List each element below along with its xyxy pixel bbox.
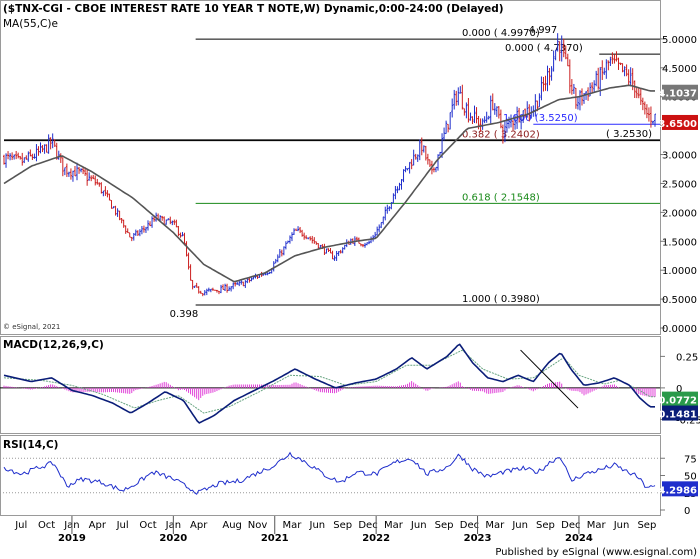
ma-badge [662, 84, 698, 100]
price-tick-label: 1.5000 [662, 237, 697, 248]
x-tick-label: Aug [222, 520, 242, 531]
moving-average-line [3, 84, 655, 283]
rsi-badge [662, 481, 698, 497]
extreme-label: 4.997 [529, 25, 558, 36]
macd-signal-badge [662, 391, 698, 407]
price-tick-label: 3.0000 [662, 151, 697, 162]
x-tick-label: Mar [587, 520, 607, 531]
x-tick-label: Jul [14, 520, 27, 531]
x-tick-label: Sep [536, 520, 555, 531]
price-tick-label: 0.0000 [662, 324, 697, 335]
x-tick-label: Oct [38, 520, 55, 531]
published-by: Published by eSignal (www.esignal.com) [495, 547, 697, 558]
price-tick-label: 4.5000 [662, 64, 697, 75]
chart-title: ($TNX-CGI - CBOE INTEREST RATE 10 YEAR T… [3, 3, 504, 15]
x-tick-label: Mar [485, 520, 505, 531]
year-label: 2023 [464, 533, 492, 544]
rsi-value: 34.2986 [651, 485, 697, 496]
ma-value: 4.1037 [658, 89, 697, 100]
price-tick-label: 2.0000 [662, 208, 697, 219]
x-tick-label: Sep [637, 520, 656, 531]
fib-level-label: 0.000 ( 4.9970) [462, 28, 540, 39]
last-price-value: 3.6500 [658, 119, 697, 130]
price-tick-label: 0.5000 [662, 295, 697, 306]
ma-label: MA(55,C)e [3, 18, 58, 30]
year-label: 2019 [58, 533, 86, 544]
macd-trend-line [520, 349, 579, 409]
x-tick-label: Dec [561, 520, 580, 531]
x-tick-label: Nov [248, 520, 268, 531]
year-label: 2022 [362, 533, 390, 544]
macd-line [3, 343, 655, 424]
price-tick-label: 1.0000 [662, 266, 697, 277]
rsi-line [3, 451, 656, 495]
price-tick-label: 2.5000 [662, 179, 697, 190]
x-tick-label: Jun [309, 520, 326, 531]
fib-level-label: 1.000 ( 0.3980) [462, 294, 540, 305]
x-tick-label: Sep [435, 520, 454, 531]
macd-tick-label: 0 [676, 384, 682, 395]
x-tick-label: Mar [283, 520, 303, 531]
rsi-tick-label: 75 [684, 454, 697, 465]
rsi-panel [0, 435, 661, 516]
macd-signal-value: -0.0772 [654, 396, 697, 407]
x-tick-label: Mar [384, 520, 404, 531]
year-label: 2024 [565, 533, 593, 544]
x-tick-label: Jun [511, 520, 528, 531]
macd-tick-label: -0.25 [676, 415, 700, 426]
x-tick-label: Jul [116, 520, 129, 531]
year-label: 2020 [159, 533, 187, 544]
fib-level-label: 0.618 ( 2.1548) [462, 192, 540, 203]
macd-badge [662, 405, 698, 421]
x-tick-label: Dec [460, 520, 479, 531]
rsi-title: RSI(14,C) [3, 439, 58, 451]
copyright: © eSignal, 2021 [3, 323, 60, 331]
price-panel [0, 0, 661, 335]
x-tick-label: Sep [333, 520, 352, 531]
last-price-badge [662, 114, 698, 130]
x-tick-label: Jun [613, 520, 630, 531]
macd-tick-label: 0.25 [676, 352, 698, 363]
rsi-tick-label: 0 [684, 506, 690, 517]
x-tick-label: Dec [358, 520, 377, 531]
macd-signal-line [3, 349, 655, 414]
macd-title: MACD(12,26,9,C) [3, 339, 104, 351]
fib-level-label: 0.000 ( 4.7370) [505, 43, 583, 54]
extreme-label: 0.398 [170, 309, 199, 320]
x-tick-label: Apr [190, 520, 208, 531]
x-tick-label: Jun [410, 520, 427, 531]
rsi-tick-label: 50 [684, 472, 697, 483]
macd-value: -0.1481 [654, 410, 697, 421]
year-label: 2021 [261, 533, 289, 544]
x-tick-label: Oct [139, 520, 156, 531]
x-tick-label: Apr [89, 520, 107, 531]
fib-level-label: 0.382 ( 3.2402) [462, 130, 540, 141]
price-trend-line-label: ( 3.2530) [606, 129, 652, 140]
price-tick-label: 5.0000 [662, 35, 697, 46]
fib-level-label: 1.000 (3.5250) [503, 113, 578, 124]
